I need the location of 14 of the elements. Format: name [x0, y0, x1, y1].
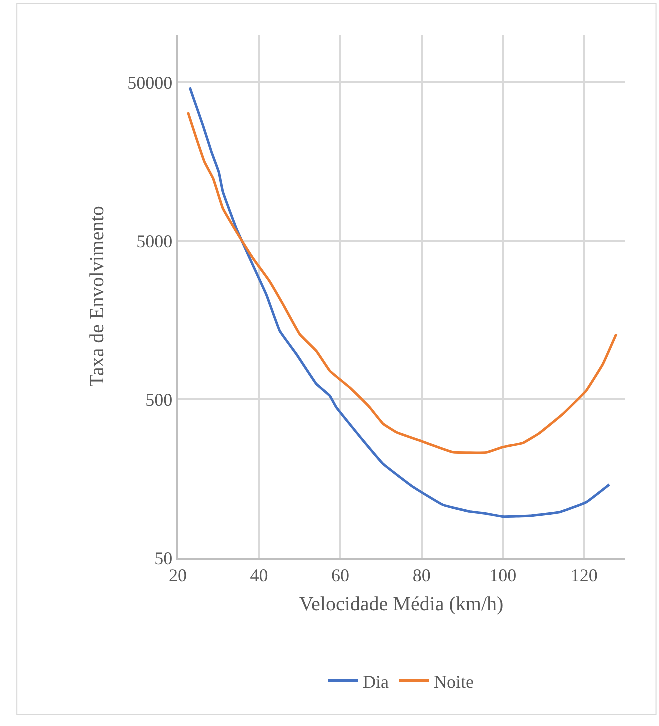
x-axis-title: Velocidade Média (km/h)	[299, 593, 504, 616]
y-tick-label: 500	[146, 390, 173, 410]
y-tick-label: 5000	[136, 231, 173, 252]
x-tick-label: 40	[250, 565, 268, 586]
x-tick-label: 60	[332, 565, 350, 586]
legend-label: Dia	[363, 672, 389, 692]
legend-label: Noite	[434, 672, 474, 692]
y-axis-title: Taxa de Envolvimento	[86, 206, 109, 387]
x-tick-label: 120	[570, 565, 598, 586]
line-series	[186, 111, 618, 454]
y-tick-label: 50000	[128, 72, 173, 93]
x-tick-label: 80	[412, 565, 431, 586]
line-series	[188, 86, 611, 518]
x-tick-label: 100	[490, 565, 517, 586]
